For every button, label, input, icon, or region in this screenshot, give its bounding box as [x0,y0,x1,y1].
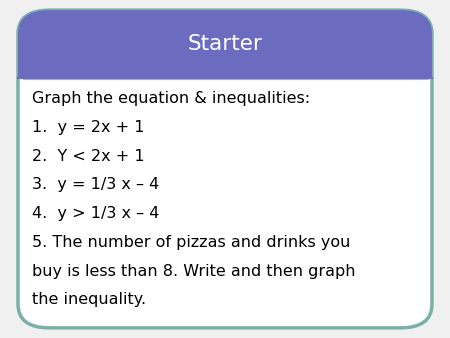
FancyBboxPatch shape [18,10,432,328]
Text: 2.  Y < 2x + 1: 2. Y < 2x + 1 [32,149,144,164]
Text: Starter: Starter [188,34,262,54]
Text: the inequality.: the inequality. [32,292,146,307]
Text: 1.  y = 2x + 1: 1. y = 2x + 1 [32,120,144,135]
Bar [18,44,432,78]
Text: Graph the equation & inequalities:: Graph the equation & inequalities: [32,91,310,106]
Text: 5. The number of pizzas and drinks you: 5. The number of pizzas and drinks you [32,235,350,250]
FancyBboxPatch shape [18,10,432,78]
Text: 4.  y > 1/3 x – 4: 4. y > 1/3 x – 4 [32,206,159,221]
Text: 3.  y = 1/3 x – 4: 3. y = 1/3 x – 4 [32,177,159,192]
Text: buy is less than 8. Write and then graph: buy is less than 8. Write and then graph [32,264,355,279]
